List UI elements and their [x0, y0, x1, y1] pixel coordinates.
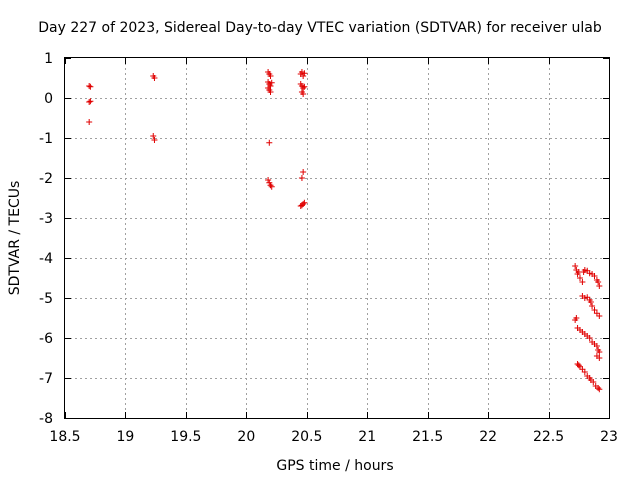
data-point	[301, 70, 308, 77]
data-point	[595, 385, 602, 391]
x-axis-label: GPS time / hours	[276, 458, 393, 474]
data-points	[86, 69, 603, 393]
data-point	[86, 99, 93, 105]
data-point	[268, 183, 275, 190]
y-tick-label: -4	[39, 251, 53, 267]
x-tick-label: 19	[117, 429, 135, 445]
data-point	[267, 73, 274, 79]
data-point	[593, 343, 600, 349]
data-point	[572, 263, 579, 269]
data-point	[573, 315, 580, 321]
data-point	[151, 75, 158, 81]
data-point	[589, 303, 596, 309]
data-point	[151, 137, 158, 143]
y-tick-label: 1	[44, 51, 53, 67]
y-tick-label: 0	[44, 91, 53, 107]
data-point	[596, 313, 603, 319]
x-tick-label: 21.5	[412, 429, 443, 445]
data-point	[300, 91, 307, 97]
x-tick-labels: 18.5 19 19.5 20 20.5 21 21.5 22 22.5 23	[49, 429, 618, 445]
data-point	[596, 283, 603, 289]
data-point	[596, 386, 603, 393]
data-point	[587, 299, 594, 305]
data-point	[300, 201, 307, 207]
x-tick-label: 20	[237, 429, 255, 445]
y-tick-label: -6	[39, 331, 53, 347]
y-tick-label: -7	[39, 371, 53, 387]
y-tick-label: -5	[39, 291, 53, 307]
data-point	[576, 275, 583, 281]
data-point	[301, 199, 308, 206]
data-point	[300, 85, 307, 91]
data-point	[266, 139, 273, 146]
data-point	[87, 83, 94, 90]
y-tick-label: -8	[39, 411, 53, 427]
data-point	[586, 335, 593, 341]
data-point	[268, 79, 275, 86]
data-point	[150, 133, 157, 139]
y-tick-label: -1	[39, 131, 53, 147]
chart-title: Day 227 of 2023, Sidereal Day-to-day VTE…	[38, 20, 602, 36]
data-point	[300, 73, 307, 79]
data-point	[591, 307, 598, 313]
data-point	[300, 169, 307, 175]
data-point	[301, 83, 308, 90]
data-point	[596, 355, 603, 361]
x-tick-label: 19.5	[170, 429, 201, 445]
x-tick-label: 22	[479, 429, 497, 445]
data-point	[581, 369, 588, 375]
y-tick-label: -2	[39, 171, 53, 187]
x-tick-label: 18.5	[49, 429, 80, 445]
data-point	[265, 177, 272, 183]
y-tick-labels: -8 -7 -6 -5 -4 -3 -2 -1 0 1	[39, 51, 53, 427]
data-point	[596, 349, 603, 355]
data-point	[591, 273, 598, 279]
y-axis-label: SDTVAR / TECUs	[7, 181, 23, 296]
data-point	[595, 279, 602, 285]
data-point	[87, 98, 94, 105]
data-point	[86, 119, 93, 125]
data-point	[579, 279, 586, 285]
data-point	[267, 89, 274, 95]
data-point	[575, 362, 582, 369]
data-point	[298, 175, 305, 181]
data-point	[86, 83, 93, 89]
plot-frame	[64, 57, 610, 419]
x-tick-label: 21	[358, 429, 376, 445]
data-point	[590, 379, 597, 385]
grid-lines	[65, 58, 609, 418]
y-tick-label: -3	[39, 211, 53, 227]
x-tick-label: 23	[600, 429, 618, 445]
x-tick-label: 22.5	[533, 429, 564, 445]
axis-ticks	[65, 58, 610, 419]
x-tick-label: 20.5	[291, 429, 322, 445]
